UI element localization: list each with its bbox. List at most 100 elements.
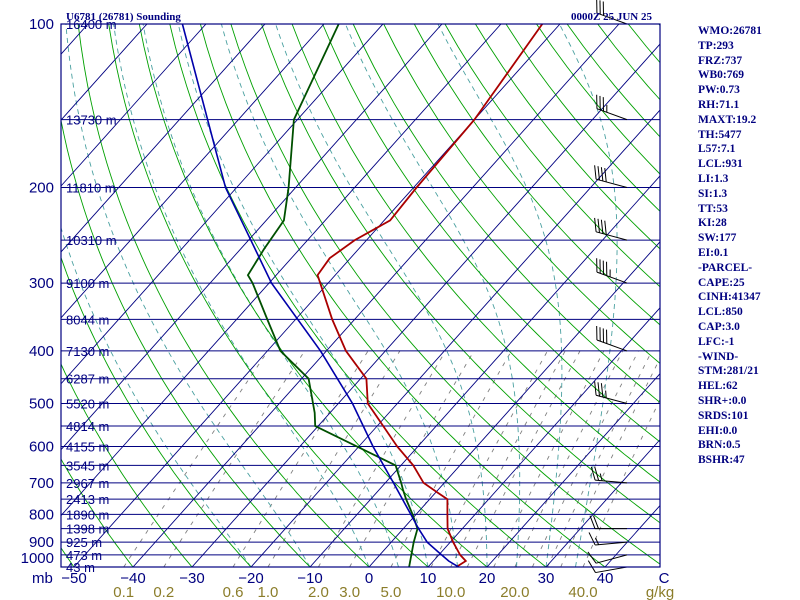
- index-entry: TT:53: [698, 202, 728, 215]
- mixing-ratio-tick-label: 10.0: [436, 584, 465, 600]
- index-entry: PW:0.73: [698, 84, 740, 97]
- isotherm: [61, 24, 148, 121]
- height-label: 43 m: [66, 560, 95, 575]
- height-label: 8044 m: [66, 312, 109, 327]
- dry-adiabat: [169, 24, 547, 567]
- index-entry: WMO:26781: [698, 25, 762, 37]
- mixing-ratio-tick-label: 0.2: [153, 584, 174, 600]
- wind-barb: [594, 381, 628, 405]
- isotherm: [427, 307, 660, 567]
- moist-adiabat: [275, 24, 488, 567]
- index-entry: CINH:41347: [698, 291, 761, 304]
- dry-adiabat: [77, 24, 370, 567]
- temperature-axis: mb −50 −40 −30 −20 −10 0 10 20 30 40 C: [32, 570, 670, 587]
- index-entry: SI:1.3: [698, 187, 728, 200]
- parcel-path: [181, 24, 460, 567]
- temperature-tick-label: 40: [597, 570, 614, 587]
- mixing-ratio-line: [514, 350, 624, 567]
- dry-adiabat: [108, 24, 429, 567]
- index-entry: LCL:931: [698, 158, 743, 171]
- pressure-tick-label: 100: [29, 16, 54, 33]
- pressure-tick-label: 800: [29, 506, 54, 523]
- index-entry: -PARCEL-: [698, 261, 753, 274]
- wind-barb: [587, 551, 628, 564]
- pressure-tick-label: 700: [29, 475, 54, 492]
- height-labels: 16400 m 13730 m 11810 m 10310 m 9100 m 8044 m…: [66, 17, 117, 575]
- dry-adiabat: [0, 24, 15, 567]
- index-entry: BSHR:47: [698, 454, 745, 467]
- index-entry: TP:293: [698, 39, 734, 52]
- mixing-ratio-line: [493, 350, 605, 567]
- stability-indices: WMO:26781 TP:293 FRZ:737 WB0:769 PW:0.73 RH:7…: [698, 24, 762, 468]
- station-title: U6781 (26781) Sounding: [66, 11, 181, 23]
- isotherm: [250, 109, 660, 567]
- dry-adiabat: [566, 24, 660, 138]
- index-entry: -WIND-: [698, 350, 739, 363]
- wind-barb: [589, 515, 627, 530]
- index-entry: LCL:850: [698, 306, 743, 319]
- height-label: 2413 m: [66, 492, 109, 507]
- index-entry: RH:71.1: [698, 98, 740, 111]
- wind-barbs: [587, 0, 628, 574]
- isotherm: [368, 241, 660, 567]
- mixing-ratio-tick-label: 3.0: [339, 584, 360, 600]
- isotherm: [61, 24, 384, 385]
- wind-barb: [596, 326, 628, 352]
- moist-adiabat: [142, 24, 399, 567]
- height-label: 6287 m: [66, 372, 109, 387]
- temperature-tick-label: −20: [238, 570, 263, 587]
- isotherm: [73, 24, 561, 567]
- temperature-tick-label: 0: [365, 570, 373, 587]
- mixing-ratio-tick-label: 5.0: [381, 584, 402, 600]
- sounding-profiles: [181, 24, 544, 567]
- mixing-ratio-line: [163, 350, 306, 567]
- pressure-tick-label: 900: [29, 534, 54, 551]
- temperature-tick-label: 20: [479, 570, 496, 587]
- height-label: 1890 m: [66, 507, 109, 522]
- height-label: 10310 m: [66, 233, 117, 248]
- mixing-ratio-line: [349, 350, 475, 567]
- index-entry: L57:7.1: [698, 143, 736, 156]
- height-label: 4814 m: [66, 419, 109, 434]
- index-entry: EHI:0.0: [698, 424, 738, 437]
- height-label: 2967 m: [66, 476, 109, 491]
- dry-adiabat: [781, 24, 800, 567]
- wind-barb: [594, 165, 628, 188]
- mixing-ratio-tick-label: 0.6: [223, 584, 244, 600]
- isotherm: [545, 438, 660, 567]
- mixing-ratio-line: [531, 350, 639, 567]
- index-entry: LI:1.3: [698, 172, 729, 185]
- height-label: 13730 m: [66, 113, 117, 128]
- mixing-ratio-line: [390, 350, 512, 567]
- index-entry: LFC:-1: [698, 335, 735, 348]
- isotherm: [309, 175, 660, 567]
- wind-barb: [594, 217, 628, 241]
- sounding-time: 0000Z 25 JUN 25: [571, 11, 652, 23]
- isotherm: [61, 24, 443, 451]
- index-entry: HEL:62: [698, 380, 738, 393]
- mixing-ratio-tick-label: 2.0: [308, 584, 329, 600]
- height-label: 9100 m: [66, 276, 109, 291]
- isotherm: [486, 373, 660, 567]
- temperature-tick-label: −50: [61, 570, 86, 587]
- wind-barb: [596, 0, 628, 25]
- height-label: 5520 m: [66, 397, 109, 412]
- background-grid: [0, 24, 800, 567]
- index-entry: SW:177: [698, 232, 737, 245]
- index-entry: EI:0.1: [698, 246, 729, 259]
- mixing-ratio-tick-label: 40.0: [568, 584, 597, 600]
- pressure-tick-label: 600: [29, 439, 54, 456]
- wind-barb: [590, 466, 628, 484]
- pressure-unit-label: mb: [32, 570, 53, 587]
- mixing-ratio-line: [560, 357, 660, 567]
- temperature-tick-label: 30: [538, 570, 555, 587]
- moist-adiabat: [558, 24, 618, 567]
- index-entry: WB0:769: [698, 69, 744, 82]
- index-entry: MAXT:19.2: [698, 113, 757, 126]
- dewpoint-profile: [246, 24, 419, 567]
- index-entry: CAP:3.0: [698, 320, 740, 333]
- mixing-ratio-tick-label: 20.0: [500, 584, 529, 600]
- index-entry: SHR+:0.0: [698, 394, 747, 407]
- height-label: 11810 m: [66, 180, 116, 195]
